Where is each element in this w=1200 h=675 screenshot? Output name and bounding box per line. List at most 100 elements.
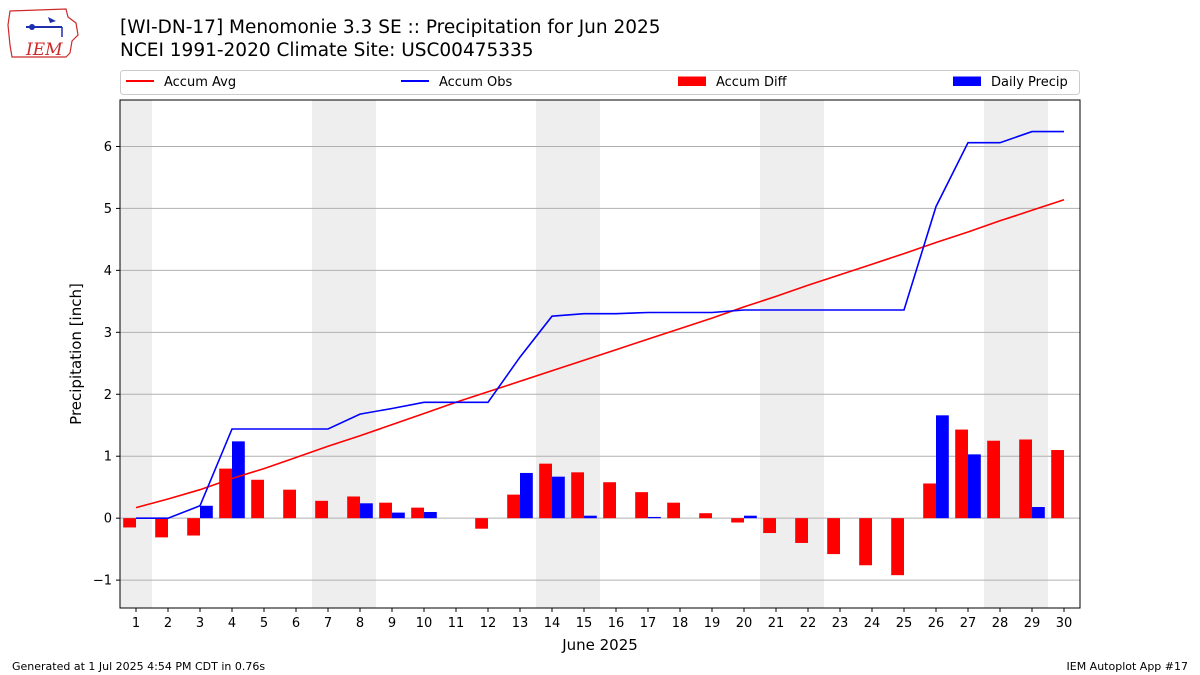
iowa-map-icon: [7, 8, 79, 58]
x-tick-label: 1: [132, 616, 140, 631]
legend-box: [120, 70, 1080, 95]
daily-precip-bar: [232, 441, 245, 519]
accum-diff-bar: [187, 518, 200, 536]
accum-diff-bar: [347, 496, 360, 519]
weekend-shade: [568, 100, 600, 608]
accum-diff-bar: [699, 513, 712, 519]
x-tick-label: 15: [576, 616, 593, 631]
weekend-shade: [984, 100, 1016, 608]
daily-precip-bar: [200, 505, 213, 519]
accum-diff-bar: [507, 494, 520, 519]
x-tick-label: 22: [800, 616, 817, 631]
x-tick-label: 28: [992, 616, 1009, 631]
accum-diff-bar: [539, 463, 552, 519]
x-tick-label: 7: [324, 616, 332, 631]
x-tick-label: 23: [832, 616, 849, 631]
x-tick-label: 20: [736, 616, 753, 631]
accum-diff-bar: [859, 518, 872, 566]
x-tick-label: 30: [1056, 616, 1073, 631]
logo-text: IEM: [26, 40, 63, 60]
accum-diff-bar: [891, 518, 904, 576]
legend-daily-precip: Daily Precip: [953, 75, 1068, 90]
accum-diff-bar: [379, 502, 392, 519]
x-tick-label: 18: [672, 616, 689, 631]
y-tick-label: 4: [104, 264, 112, 279]
daily-precip-bar: [392, 512, 405, 519]
x-tick-label: 25: [896, 616, 913, 631]
app-label: IEM Autoplot App #17: [1066, 660, 1189, 673]
daily-precip-bar: [520, 472, 533, 519]
accum-diff-bar: [155, 518, 168, 538]
y-tick-label: 1: [104, 450, 112, 465]
weekend-shade: [536, 100, 568, 608]
accum-diff-bar: [475, 518, 488, 529]
plot-area: [120, 100, 1080, 608]
x-tick-label: 2: [164, 616, 172, 631]
x-tick-label: 16: [608, 616, 625, 631]
x-tick-label: 19: [704, 616, 721, 631]
accum-diff-bar: [123, 518, 136, 528]
x-tick-label: 5: [260, 616, 268, 631]
x-tick-label: 9: [388, 616, 396, 631]
chart-title: [WI-DN-17] Menomonie 3.3 SE :: Precipita…: [120, 17, 661, 38]
x-tick-label: 4: [228, 616, 236, 631]
accum-diff-bar: [251, 479, 264, 519]
accum-diff-bar: [667, 502, 680, 519]
x-axis-label: June 2025: [561, 636, 638, 654]
legend-accum-diff: Accum Diff: [678, 75, 788, 90]
x-tick-label: 13: [512, 616, 529, 631]
legend-label: Accum Obs: [439, 75, 512, 90]
x-tick-label: 17: [640, 616, 657, 631]
accum-diff-bar: [219, 468, 232, 519]
legend-label: Accum Avg: [164, 75, 236, 90]
weekend-shade: [344, 100, 376, 608]
accum-diff-bar: [955, 429, 968, 519]
weekend-shade: [120, 100, 152, 608]
accum-diff-bar: [731, 518, 744, 523]
daily-precip-bar: [968, 454, 981, 519]
y-tick-label: 6: [104, 140, 112, 155]
accum-diff-bar: [923, 483, 936, 519]
legend-bar-swatch: [953, 76, 981, 86]
x-tick-label: 27: [960, 616, 977, 631]
x-tick-label: 21: [768, 616, 785, 631]
daily-precip-bar: [648, 516, 661, 519]
generated-timestamp: Generated at 1 Jul 2025 4:54 PM CDT in 0…: [12, 660, 266, 673]
y-tick-label: 2: [104, 388, 112, 403]
x-tick-label: 8: [356, 616, 364, 631]
accum-diff-bar: [987, 440, 1000, 519]
x-tick-label: 24: [864, 616, 881, 631]
legend-accum-obs: Accum Obs: [401, 75, 512, 90]
y-tick-label: 5: [104, 202, 112, 217]
y-tick-label: −1: [93, 574, 112, 589]
legend-label: Daily Precip: [991, 75, 1068, 90]
accum-diff-bar: [763, 518, 776, 534]
accum-diff-bar: [283, 489, 296, 519]
weekend-shade: [1016, 100, 1048, 608]
accum-diff-bar: [603, 482, 616, 519]
accum-diff-bar: [1051, 450, 1064, 519]
iem-logo: IEM: [6, 5, 82, 61]
accum-diff-bar: [635, 492, 648, 519]
accum-diff-bar: [795, 518, 808, 543]
y-tick-label: 0: [104, 512, 112, 527]
daily-precip-bar: [584, 515, 597, 519]
daily-precip-bar: [744, 515, 757, 519]
x-tick-label: 11: [448, 616, 465, 631]
y-tick-label: 3: [104, 326, 112, 341]
x-tick-label: 6: [292, 616, 300, 631]
accum-diff-bar: [1019, 439, 1032, 519]
accum-diff-bar: [315, 500, 328, 519]
legend-bar-swatch: [678, 76, 706, 86]
y-axis-label: Precipitation [inch]: [67, 283, 85, 425]
x-tick-label: 12: [480, 616, 497, 631]
x-tick-label: 3: [196, 616, 204, 631]
legend: Accum Avg Accum Obs Accum Diff Daily Precip: [120, 70, 1080, 95]
accum-diff-bar: [411, 507, 424, 519]
plot-frame: [119, 99, 1081, 609]
daily-precip-bar: [1032, 507, 1045, 519]
accum-obs-line: [136, 130, 1064, 520]
x-tick-label: 10: [416, 616, 433, 631]
legend-label: Accum Diff: [716, 75, 788, 90]
